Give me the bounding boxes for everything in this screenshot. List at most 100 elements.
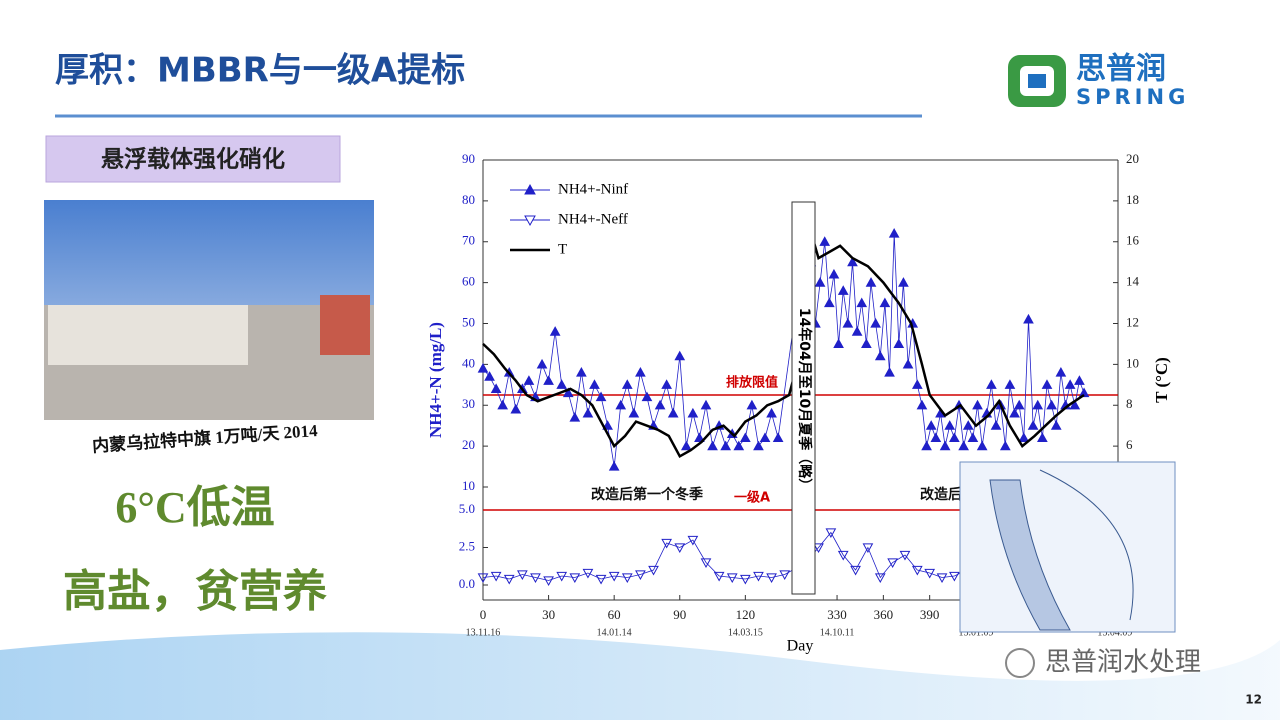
data-point [862, 543, 874, 554]
data-point [813, 543, 824, 554]
data-point [847, 256, 858, 267]
data-point [766, 407, 777, 418]
data-point [654, 399, 666, 410]
tick-label: 30 [542, 607, 555, 622]
point-2: 高盐，贫营养 [63, 566, 327, 617]
tick-label: 330 [827, 607, 847, 622]
chart: 10 20 30 40 50 60 70 80 90 0.0 2.5 5.0 6 8 10 12 14 16 18 2… [426, 151, 1171, 655]
data-point [976, 440, 988, 451]
data-point [887, 558, 898, 569]
data-point [1018, 432, 1030, 443]
data-point [837, 285, 849, 295]
data-point [543, 375, 554, 385]
data-point [779, 570, 791, 581]
data-point [962, 420, 974, 430]
page-number: 12 [1245, 693, 1262, 707]
data-point [510, 403, 522, 414]
data-point [694, 432, 705, 443]
data-point [916, 399, 928, 410]
photo-gate [320, 295, 370, 355]
data-point [874, 573, 886, 584]
tick-label: 0.0 [459, 576, 475, 591]
data-point [595, 391, 607, 402]
tick-label: 20 [462, 437, 475, 452]
data-point [661, 538, 672, 549]
data-point [635, 570, 646, 581]
tick-label: 40 [462, 355, 475, 370]
data-point [972, 399, 983, 410]
data-point [1050, 420, 1062, 430]
data-point [1074, 375, 1085, 385]
data-point [1055, 367, 1067, 377]
logo-icon-core [1028, 74, 1046, 88]
data-point [490, 383, 502, 393]
data-point [739, 574, 751, 585]
data-point [759, 432, 771, 443]
data-point [967, 432, 979, 443]
site-photo [44, 200, 374, 420]
inset-curve [1039, 469, 1134, 621]
data-point [582, 568, 594, 579]
tick-label: 14 [1126, 274, 1140, 289]
data-point [1069, 399, 1081, 410]
badge [45, 135, 341, 183]
data-point [936, 573, 948, 584]
data-point [556, 571, 568, 582]
data-point [628, 407, 640, 418]
tick-label: 0 [480, 607, 487, 622]
data-point [497, 399, 509, 410]
data-point [503, 574, 515, 585]
tick-label: 390 [920, 607, 940, 622]
legend-label: NH4+-Neff [558, 211, 628, 227]
data-point [902, 358, 914, 369]
data-point [1004, 379, 1016, 389]
data-point [484, 371, 495, 381]
data-point [819, 236, 831, 246]
tick-label: 5.0 [459, 501, 475, 516]
tick-label: 90 [673, 607, 686, 622]
data-point [687, 535, 699, 546]
date-label: 14.01.14 [597, 627, 632, 638]
badge-text: 悬浮载体强化硝化 [101, 146, 285, 173]
data-point [772, 432, 784, 443]
tick-label: 2.5 [459, 538, 475, 553]
data-point [939, 440, 951, 451]
tick-label: 6 [1126, 437, 1133, 452]
data-point [921, 440, 932, 451]
data-point [746, 399, 758, 410]
data-point [823, 297, 835, 308]
legend-label: T [558, 241, 567, 257]
data-point [1064, 379, 1076, 389]
data-point [569, 411, 581, 422]
inset-diagram [959, 461, 1176, 633]
inset-biofilm [989, 479, 1071, 631]
data-point [856, 297, 868, 308]
data-point [1009, 407, 1020, 418]
legend-label: NH4+-Ninf [558, 181, 628, 197]
data-point [674, 350, 686, 361]
data-point [1013, 399, 1025, 410]
tick-label: 18 [1126, 192, 1139, 207]
legend-marker [524, 215, 536, 227]
data-point [517, 570, 528, 581]
data-point [888, 228, 900, 238]
data-point [898, 277, 909, 287]
data-point [851, 326, 863, 336]
watermark-icon [1005, 648, 1035, 678]
tick-label: 10 [1126, 355, 1139, 370]
data-point [523, 375, 535, 385]
data-point [569, 573, 581, 584]
data-point [687, 407, 699, 418]
data-point [837, 550, 849, 561]
data-point [879, 297, 891, 308]
data-point [720, 440, 732, 451]
tick-label: 90 [462, 151, 475, 166]
data-point [608, 461, 620, 471]
data-point [958, 440, 969, 451]
data-point [477, 573, 489, 584]
data-point [713, 571, 725, 582]
data-point [543, 576, 554, 587]
data-point [874, 350, 886, 361]
data-point [1041, 379, 1053, 389]
